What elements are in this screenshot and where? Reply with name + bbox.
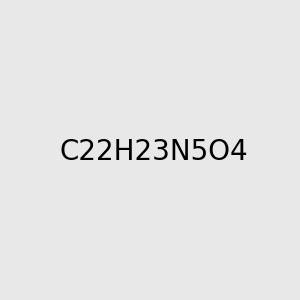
Text: C22H23N5O4: C22H23N5O4	[59, 137, 248, 166]
